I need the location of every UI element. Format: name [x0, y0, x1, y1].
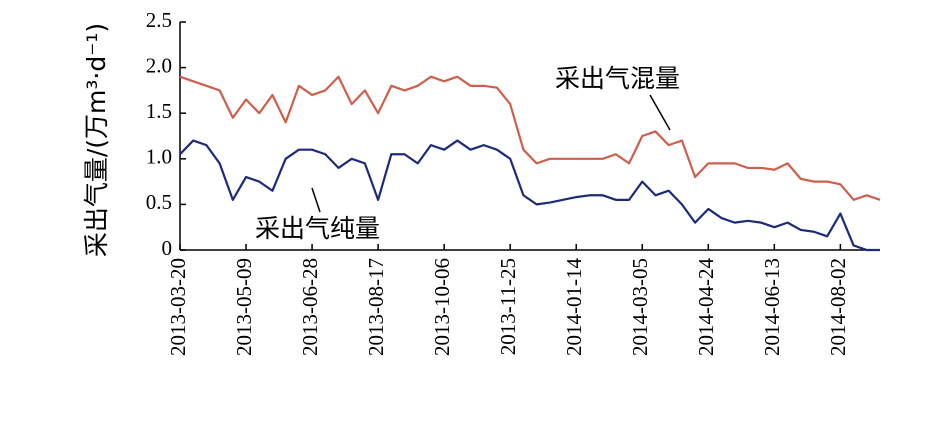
x-tick-label: 2013-05-09 [232, 258, 256, 356]
data-line [179, 139, 880, 252]
x-tick-label: 2013-10-06 [430, 258, 454, 356]
x-tick-label: 2014-06-13 [760, 258, 784, 356]
x-tick-label: 2013-11-25 [496, 258, 520, 355]
y-tick-label: 2.0 [146, 53, 172, 77]
x-tick-label: 2013-06-28 [298, 258, 322, 356]
y-axis-label: 采出气量/(万m³·d⁻¹) [82, 23, 111, 257]
annotation-leader [649, 94, 671, 131]
x-tick-label: 2014-08-02 [826, 258, 850, 356]
x-tick-label: 2013-08-17 [364, 258, 388, 356]
series-annotation: 采出气纯量 [255, 214, 380, 243]
x-tick-label: 2014-03-05 [628, 258, 652, 356]
data-line [179, 75, 881, 201]
y-tick-label: 0 [162, 236, 173, 260]
x-tick-label: 2014-01-14 [562, 258, 586, 356]
x-tick-label: 2013-03-20 [166, 258, 190, 356]
y-tick-label: 1.5 [146, 99, 172, 123]
annotation-leader [311, 187, 321, 213]
y-tick-label: 0.5 [146, 190, 172, 214]
series-annotation: 采出气混量 [555, 64, 680, 93]
y-tick-label: 2.5 [146, 8, 172, 32]
y-tick-label: 1.0 [146, 145, 172, 169]
x-tick-label: 2014-04-24 [694, 258, 718, 356]
